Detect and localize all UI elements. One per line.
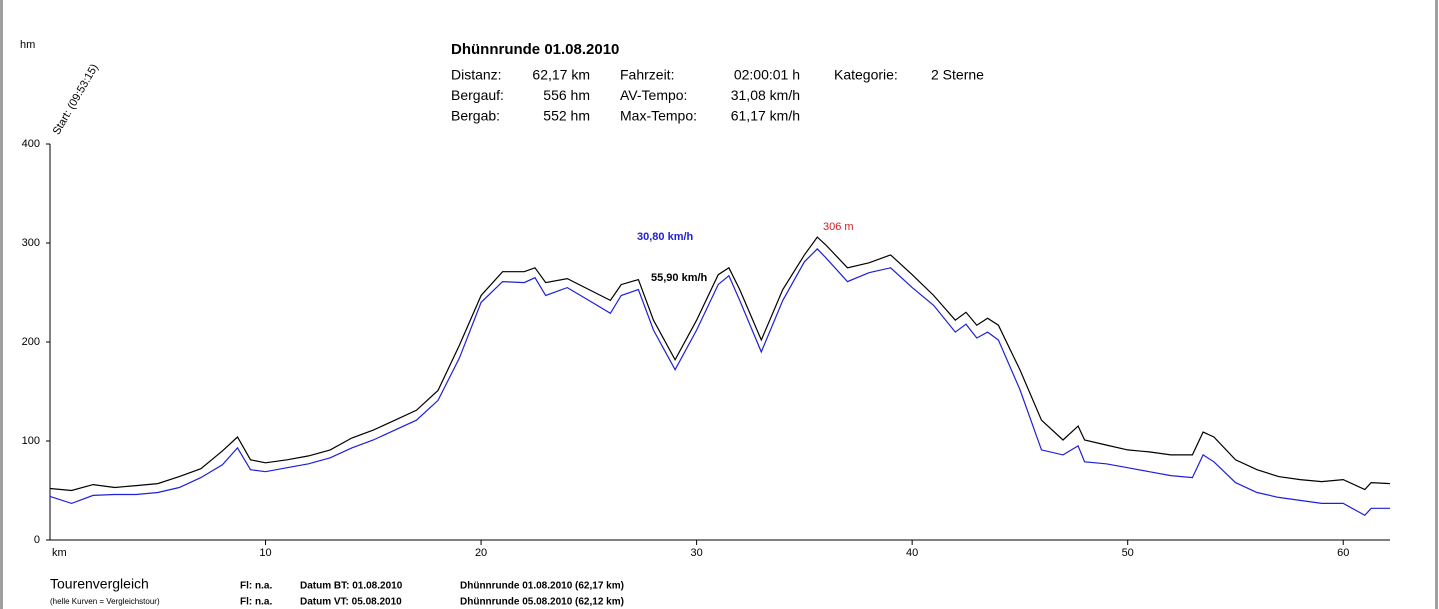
max-speed-label: 55,90 km/h bbox=[651, 272, 708, 284]
footer-text: Fl: n.a. bbox=[240, 597, 272, 608]
y-tick-label: 0 bbox=[34, 534, 40, 546]
x-tick-label: 50 bbox=[1122, 547, 1134, 559]
y-tick-label: 100 bbox=[22, 435, 40, 447]
elevation-line bbox=[49, 236, 1391, 492]
max-height-label: 306 m bbox=[823, 221, 854, 233]
stat-text: Kategorie: bbox=[834, 67, 898, 83]
start-label: Start: (09:53:15) bbox=[51, 62, 101, 137]
stat-text: 61,17 km/h bbox=[731, 108, 800, 124]
stat-text: Bergab: bbox=[451, 108, 500, 124]
stat-text: 552 hm bbox=[543, 108, 590, 124]
avg-speed-label: 30,80 km/h bbox=[637, 231, 694, 243]
stat-text: 2 Sterne bbox=[931, 67, 984, 83]
y-tick-label: 400 bbox=[22, 138, 40, 150]
stat-text: 556 hm bbox=[543, 87, 590, 103]
x-tick-label: 60 bbox=[1337, 547, 1349, 559]
x-axis-label: km bbox=[52, 547, 67, 559]
stat-text: Bergauf: bbox=[451, 87, 504, 103]
footer-title: Tourenvergleich bbox=[50, 576, 149, 592]
footer-text: Fl: n.a. bbox=[240, 581, 272, 592]
stat-text: Max-Tempo: bbox=[620, 108, 697, 124]
footer-text: Dhünnrunde 05.08.2010 (62,12 km) bbox=[460, 597, 624, 608]
x-tick-label: 40 bbox=[906, 547, 918, 559]
y-tick-label: 300 bbox=[22, 237, 40, 249]
stat-text: Fahrzeit: bbox=[620, 67, 674, 83]
stat-text: Distanz: bbox=[451, 67, 502, 83]
stat-text: AV-Tempo: bbox=[620, 87, 687, 103]
footer-text: Dhünnrunde 01.08.2010 (62,17 km) bbox=[460, 581, 624, 592]
footer-text: Datum BT: 01.08.2010 bbox=[300, 581, 403, 592]
stat-text: 02:00:01 h bbox=[734, 67, 800, 83]
stat-text: 31,08 km/h bbox=[731, 87, 800, 103]
x-tick-label: 20 bbox=[475, 547, 487, 559]
chart-title: Dhünnrunde 01.08.2010 bbox=[451, 41, 619, 58]
x-tick-label: 30 bbox=[690, 547, 702, 559]
y-tick-label: 200 bbox=[22, 336, 40, 348]
y-axis-label: hm bbox=[20, 39, 35, 51]
stat-text: 62,17 km bbox=[532, 67, 590, 83]
x-tick-label: 10 bbox=[259, 547, 271, 559]
elevation-line bbox=[49, 248, 1390, 517]
footer-text: Datum VT: 05.08.2010 bbox=[300, 597, 402, 608]
footer-subtitle: (helle Kurven = Vergleichstour) bbox=[50, 597, 160, 606]
